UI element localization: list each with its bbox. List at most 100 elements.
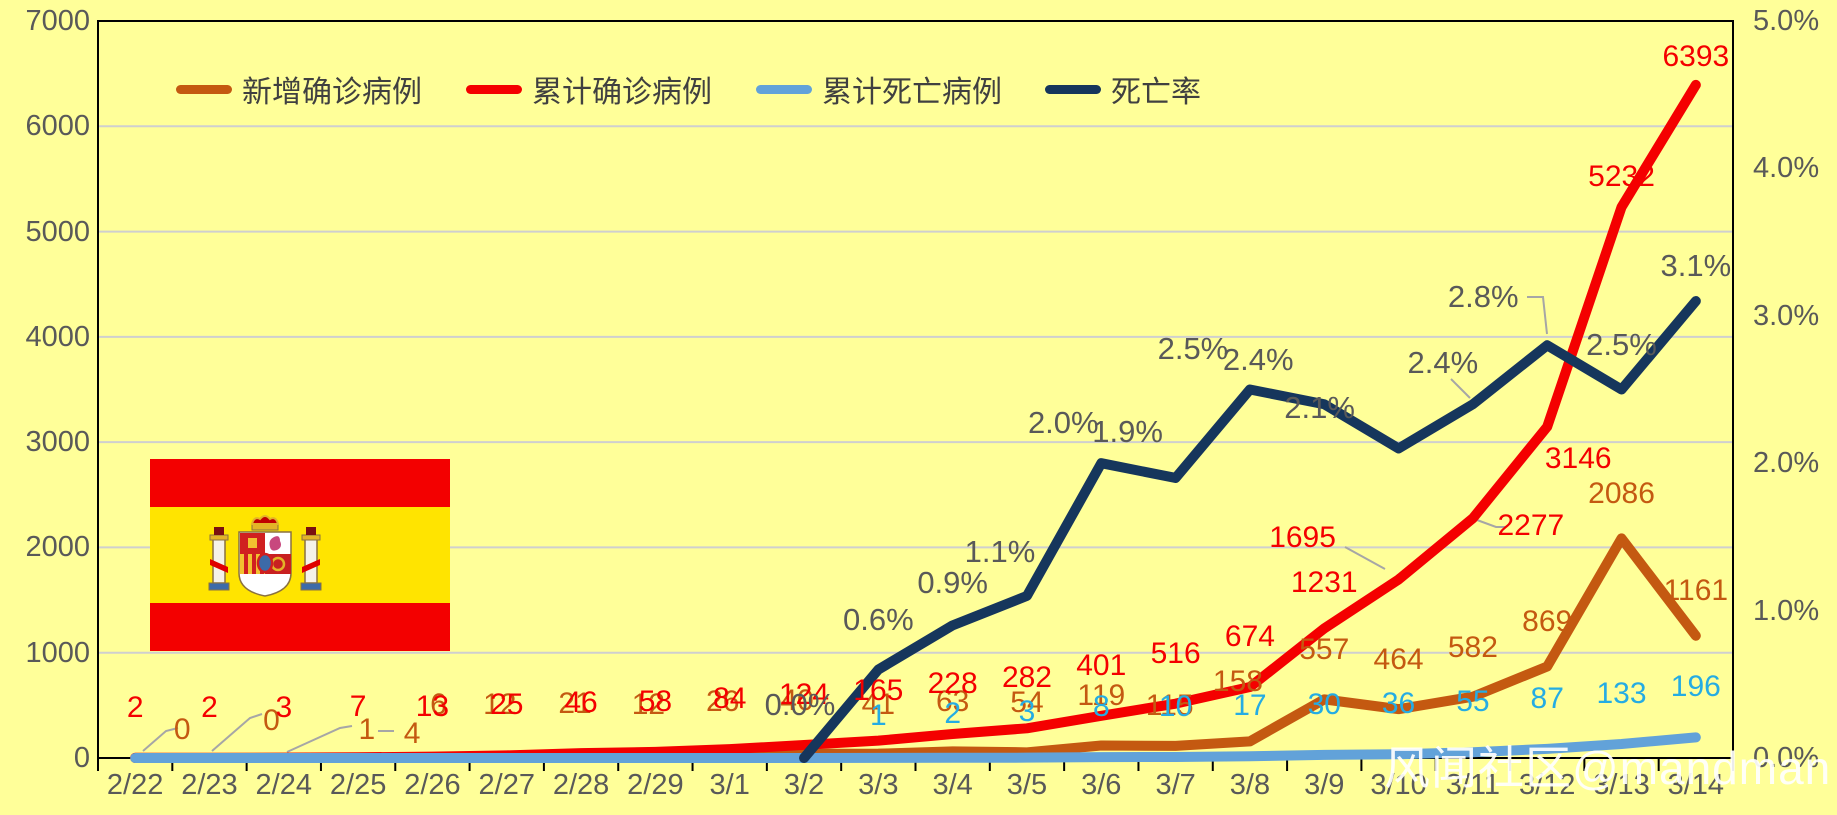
y-axis-right-label: 0.0%	[1753, 742, 1820, 774]
legend-label-newcases: 新增确诊病例	[242, 76, 422, 109]
data-label-cumdeaths: 3	[1018, 694, 1036, 728]
x-axis-label: 3/12	[1518, 769, 1576, 801]
x-axis-label: 3/7	[1155, 769, 1196, 801]
legend-item-newcases: 新增确诊病例	[176, 70, 422, 109]
legend: 新增确诊病例 累计确诊病例 累计死亡病例 死亡率	[0, 70, 1837, 110]
data-label-newcases: 1	[358, 712, 376, 746]
data-label-newcases: 582	[1447, 630, 1498, 664]
label-leader-line	[142, 727, 179, 752]
y-axis-left-label: 0	[73, 742, 90, 774]
data-label-deathrate: 2.0%	[1027, 405, 1099, 441]
data-label-newcases: 2086	[1588, 477, 1655, 511]
data-label-deathrate: 2.8%	[1447, 279, 1519, 315]
data-label-newcases: 869	[1522, 604, 1573, 638]
data-label-cumcases: 2	[126, 690, 144, 724]
data-label-deathrate: 3.1%	[1660, 248, 1732, 284]
y-axis-left-label: 3000	[25, 426, 90, 459]
data-label-cumcases: 401	[1076, 648, 1127, 682]
data-label-cumdeaths: 196	[1670, 670, 1721, 704]
data-label-newcases: 1161	[1663, 573, 1729, 607]
data-label-cumcases: 124	[778, 677, 830, 711]
label-leader-line	[211, 713, 263, 752]
data-label-deathrate: 1.9%	[1092, 413, 1163, 449]
data-label-cumcases: 1695	[1269, 520, 1336, 554]
data-label-cumcases: 228	[927, 666, 978, 700]
data-label-cumcases: 46	[564, 686, 598, 720]
x-axis-label: 3/13	[1593, 769, 1650, 801]
legend-swatch-cumdeaths	[756, 84, 812, 94]
y-axis-left-label: 6000	[25, 110, 90, 143]
data-label-cumdeaths: 1	[869, 698, 887, 732]
x-axis-label: 2/28	[552, 769, 610, 801]
series-line-cumdeaths	[130, 732, 1701, 763]
x-axis-label: 2/22	[106, 769, 164, 801]
x-axis-label: 3/8	[1229, 769, 1271, 801]
data-label-newcases: 464	[1373, 643, 1424, 677]
x-axis-label: 2/24	[255, 769, 313, 801]
label-leader-line	[1527, 296, 1548, 335]
data-label-cumcases: 6393	[1662, 39, 1730, 73]
data-label-newcases: 6	[430, 688, 447, 722]
legend-swatch-deathrate	[1045, 84, 1101, 94]
data-label-cumdeaths: 2	[944, 696, 961, 730]
x-axis-label: 3/4	[932, 769, 973, 801]
data-label-deathrate: 2.5%	[1586, 326, 1657, 362]
data-label-newcases: 557	[1299, 633, 1350, 667]
legend-label-cumdeaths: 累计死亡病例	[822, 76, 1002, 109]
series-line-deathrate	[799, 296, 1701, 763]
flag-stripe-middle	[150, 507, 450, 603]
y-axis-left-label: 5000	[25, 215, 90, 248]
x-axis-label: 3/5	[1006, 769, 1048, 801]
y-axis-left-label: 4000	[25, 320, 90, 353]
label-leader-line	[1344, 546, 1386, 570]
y-axis-right-label: 4.0%	[1753, 152, 1820, 185]
data-label-cumcases: 5232	[1588, 160, 1655, 194]
x-axis-label: 3/14	[1667, 769, 1725, 801]
data-label-newcases: 4	[403, 716, 421, 750]
legend-swatch-cumcases	[466, 84, 522, 94]
x-axis-label: 3/6	[1081, 769, 1122, 801]
legend-item-cumcases: 累计确诊病例	[466, 70, 712, 109]
y-axis-right-label: 2.0%	[1753, 447, 1820, 480]
legend-swatch-newcases	[176, 84, 232, 94]
y-axis-right-label: 3.0%	[1753, 299, 1820, 332]
data-label-deathrate: 0.0%	[764, 687, 836, 722]
data-label-newcases: 0	[173, 713, 191, 746]
x-axis-label: 2/23	[181, 769, 238, 801]
y-axis-left-label: 2000	[25, 531, 90, 564]
data-label-deathrate: 0.6%	[842, 601, 914, 637]
flag-stripe-top	[150, 459, 450, 507]
data-label-cumcases: 674	[1224, 620, 1275, 654]
x-axis-label: 3/1	[709, 769, 750, 801]
label-leader-line	[1450, 378, 1471, 399]
data-label-cumdeaths: 17	[1233, 689, 1267, 723]
data-label-cumdeaths: 10	[1158, 689, 1193, 723]
data-label-cumcases: 84	[713, 682, 747, 716]
x-axis-label: 3/10	[1370, 769, 1427, 801]
data-label-newcases: 12	[483, 687, 517, 721]
data-label-cumcases: 7	[349, 690, 367, 724]
legend-item-cumdeaths: 累计死亡病例	[756, 70, 1002, 109]
data-label-cumdeaths: 30	[1307, 687, 1341, 721]
data-label-cumcases: 3146	[1544, 441, 1612, 475]
label-leader-line	[286, 725, 353, 753]
data-label-newcases: 41	[861, 687, 896, 721]
data-label-newcases: 119	[1077, 679, 1126, 713]
watermark: 风闻社区@mandman	[1384, 742, 1832, 794]
data-label-deathrate: 2.4%	[1222, 342, 1294, 378]
legend-label-cumcases: 累计确诊病例	[532, 76, 712, 109]
data-label-deathrate: 2.4%	[1407, 345, 1479, 381]
x-axis-label: 3/3	[858, 769, 899, 801]
data-label-cumdeaths: 55	[1456, 685, 1490, 719]
data-label-cumcases: 13	[415, 689, 450, 723]
data-label-newcases: 21	[558, 686, 592, 720]
data-label-newcases: 40	[780, 683, 814, 717]
data-label-deathrate: 2.1%	[1284, 390, 1355, 426]
data-label-newcases: 54	[1010, 686, 1044, 720]
y-axis-left-label: 1000	[25, 636, 90, 669]
data-label-cumdeaths: 8	[1092, 690, 1110, 724]
data-label-deathrate: 2.5%	[1157, 330, 1229, 366]
flag-stripe-bottom	[150, 603, 450, 651]
